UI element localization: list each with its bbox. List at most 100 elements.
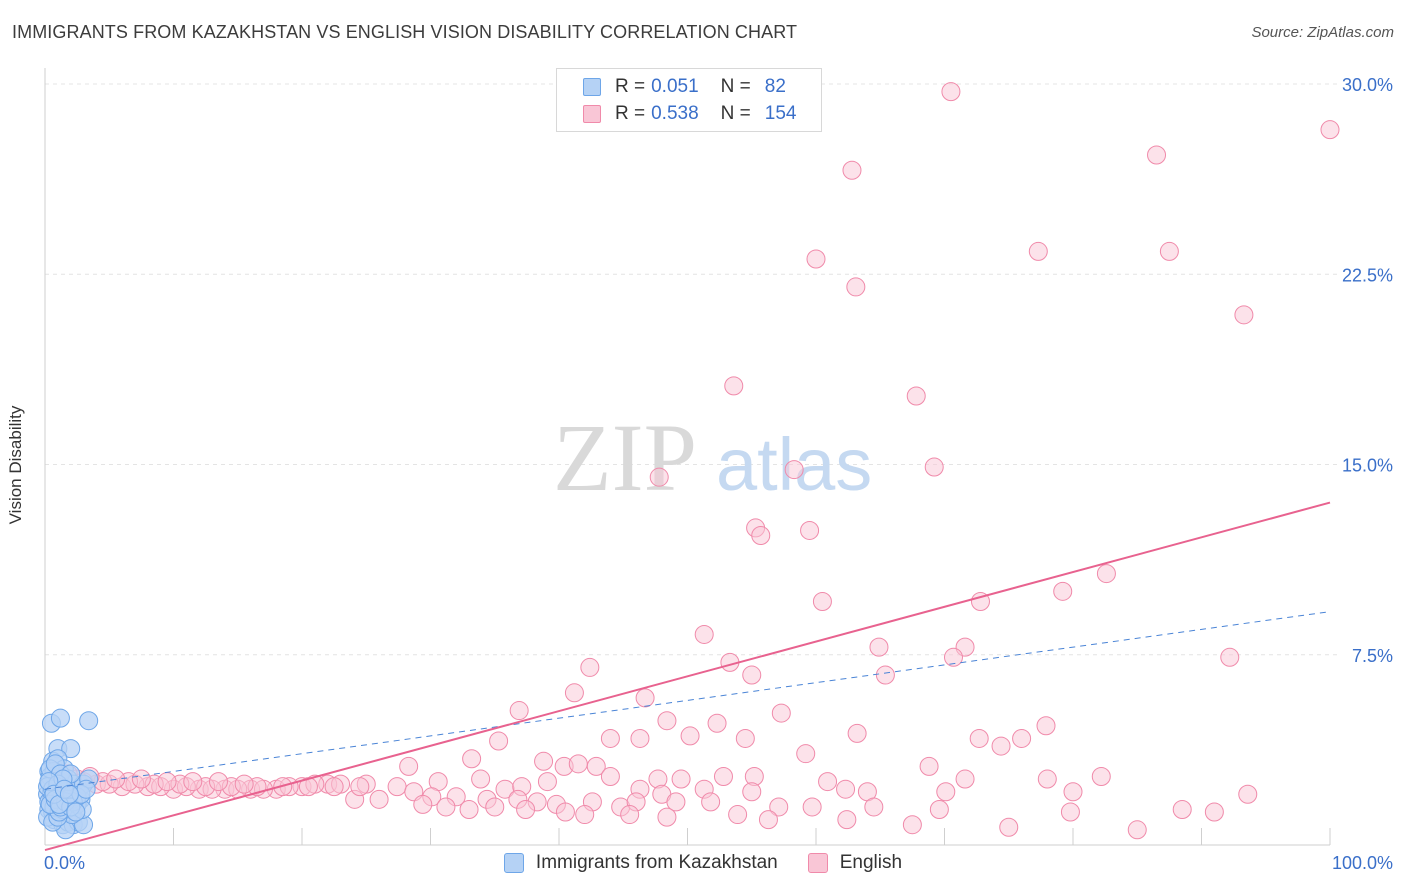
english-point <box>1028 241 1048 261</box>
english-point <box>999 817 1019 837</box>
english-point <box>208 772 228 792</box>
english-point <box>847 723 867 743</box>
kazakhstan-point <box>66 802 86 822</box>
grid-lines <box>45 83 1340 656</box>
legend-item-kazakhstan[interactable]: Immigrants from Kazakhstan <box>503 852 778 874</box>
legend-item-english[interactable]: English <box>807 852 902 874</box>
legend-label-kazakhstan: Immigrants from Kazakhstan <box>535 852 778 873</box>
english-point <box>387 777 407 797</box>
english-point <box>1220 647 1240 667</box>
english-point <box>1036 716 1056 736</box>
english-point <box>509 701 529 721</box>
english-point <box>1037 769 1057 789</box>
english-point <box>1091 767 1111 787</box>
legend-n-value: 154 <box>764 103 797 124</box>
english-point <box>929 799 949 819</box>
english-point <box>742 782 762 802</box>
english-point <box>800 520 820 540</box>
series-english-points <box>58 82 1340 840</box>
english-point <box>936 782 956 802</box>
english-point <box>1127 820 1147 840</box>
english-point <box>806 249 826 269</box>
english-point <box>555 802 575 822</box>
english-point <box>735 728 755 748</box>
english-point <box>183 772 203 792</box>
english-point <box>485 797 505 817</box>
english-point <box>600 767 620 787</box>
english-point <box>707 713 727 733</box>
legend-r-value: 0.538 <box>651 103 699 124</box>
english-point <box>436 797 456 817</box>
english-point <box>157 772 177 792</box>
english-point <box>941 82 961 102</box>
english-point <box>564 683 584 703</box>
english-point <box>1096 564 1116 584</box>
english-point <box>1204 802 1224 822</box>
tick-labels: 7.5% 15.0% 22.5% 30.0% 0.0% 100.0% <box>44 75 1393 873</box>
series-kazakhstan-points <box>38 708 99 840</box>
english-point <box>919 756 939 776</box>
english-point <box>784 460 804 480</box>
english-point <box>671 769 691 789</box>
english-point <box>724 376 744 396</box>
english-point <box>742 665 762 685</box>
english-point <box>575 805 595 825</box>
english-point <box>350 777 370 797</box>
english-point <box>1159 241 1179 261</box>
y-tick-label: 7.5% <box>1352 646 1393 666</box>
english-point <box>630 728 650 748</box>
english-point <box>758 810 778 830</box>
english-point <box>680 726 700 746</box>
english-point <box>537 772 557 792</box>
legend-swatch-kazakhstan <box>583 78 601 96</box>
english-point <box>413 794 433 814</box>
english-point <box>869 637 889 657</box>
english-point <box>1147 145 1167 165</box>
english-point <box>955 769 975 789</box>
english-point <box>369 789 389 809</box>
series-legend: Immigrants from Kazakhstan English <box>0 852 1406 874</box>
english-point <box>568 754 588 774</box>
english-point <box>769 797 789 817</box>
english-point <box>728 805 748 825</box>
english-point <box>580 657 600 677</box>
legend-n-label: N = <box>720 103 751 124</box>
english-point <box>1238 784 1258 804</box>
english-point <box>1172 799 1192 819</box>
legend-row-english: R = 0.538 N = 154 <box>557 101 796 127</box>
legend-swatch-kazakhstan <box>503 853 524 873</box>
english-point <box>694 624 714 644</box>
source-label: Source: ZipAtlas.com <box>1251 24 1394 41</box>
english-point <box>600 728 620 748</box>
kazakhstan-point <box>50 708 70 728</box>
x-tick-label: 0.0% <box>44 853 85 873</box>
y-tick-label: 22.5% <box>1342 265 1393 285</box>
english-point <box>924 457 944 477</box>
english-point <box>471 769 491 789</box>
english-point <box>131 769 151 789</box>
legend-r-label: R = <box>615 103 646 124</box>
legend-row-kazakhstan: R = 0.051 N = 82 <box>557 74 786 100</box>
english-point <box>1060 802 1080 822</box>
y-tick-label: 30.0% <box>1342 75 1393 95</box>
english-point <box>902 815 922 835</box>
english-point <box>842 160 862 180</box>
kazakhstan-point <box>79 711 99 731</box>
correlation-legend: R = 0.051 N = 82 R = 0.538 N = 154 <box>556 68 822 132</box>
english-point <box>1234 305 1254 325</box>
kazakhstan-point <box>59 784 79 804</box>
english-point <box>837 810 857 830</box>
english-point <box>1320 120 1340 140</box>
english-point <box>657 807 677 827</box>
english-point <box>713 767 733 787</box>
english-point <box>399 756 419 776</box>
english-point <box>516 799 536 819</box>
english-point <box>649 467 669 487</box>
english-point <box>875 665 895 685</box>
english-point <box>534 751 554 771</box>
legend-swatch-english <box>807 853 828 873</box>
english-point <box>864 797 884 817</box>
english-point <box>991 736 1011 756</box>
english-point <box>489 731 509 751</box>
